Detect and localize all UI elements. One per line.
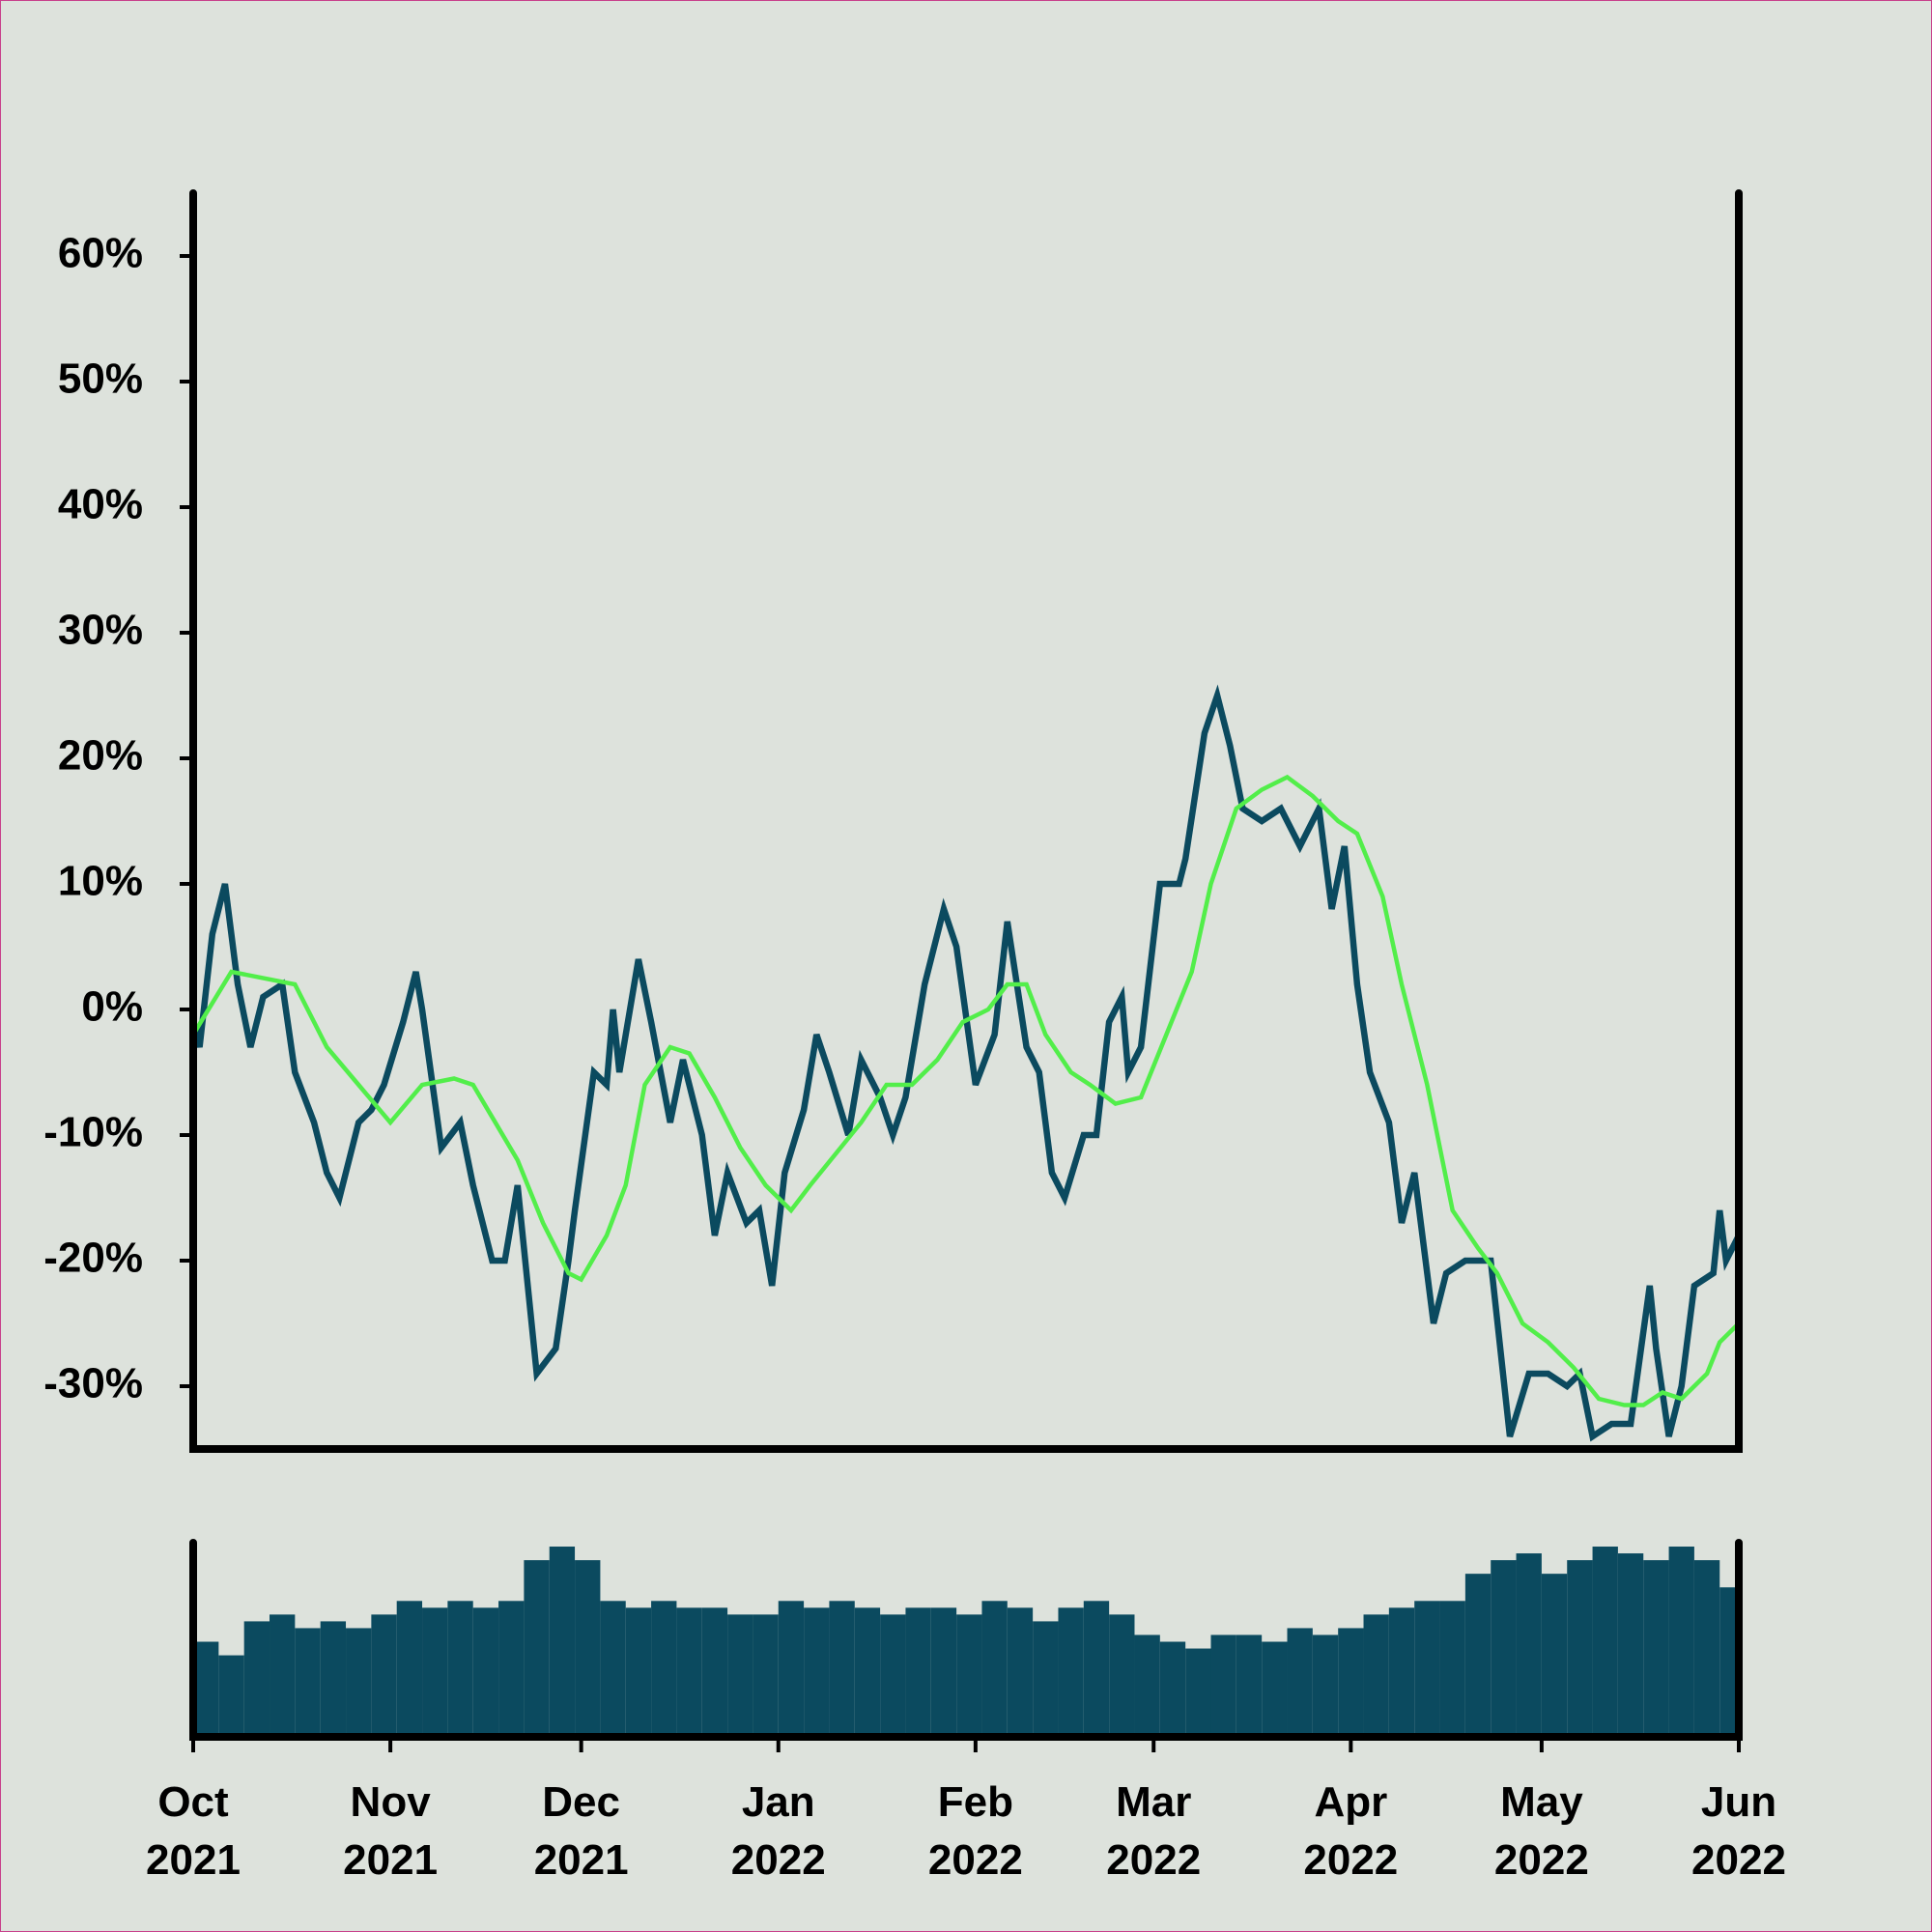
volume-bar	[1541, 1574, 1568, 1737]
volume-bar	[1668, 1547, 1694, 1737]
volume-bar	[981, 1601, 1008, 1737]
y-tick-label: 20%	[58, 732, 143, 780]
volume-bar	[1617, 1553, 1644, 1737]
volume-bar	[320, 1621, 347, 1737]
volume-bar	[371, 1614, 397, 1737]
volume-bar	[1083, 1601, 1110, 1737]
volume-bar	[1210, 1634, 1236, 1737]
x-tick-label: Mar 2022	[1106, 1778, 1202, 1884]
volume-bar	[1134, 1634, 1160, 1737]
volume-bar	[498, 1601, 525, 1737]
volume-bar	[295, 1628, 321, 1737]
volume-bar	[753, 1614, 779, 1737]
volume-bar	[600, 1601, 626, 1737]
x-tick-label: Jun 2022	[1691, 1778, 1786, 1884]
x-tick-label: Dec 2021	[533, 1778, 629, 1884]
volume-bar	[1338, 1628, 1364, 1737]
volume-bar	[1516, 1553, 1542, 1737]
axis-frame	[189, 189, 1743, 1453]
axis-frame	[189, 1539, 1743, 1741]
x-tick-label: Feb 2022	[927, 1778, 1023, 1884]
y-tick-label: -30%	[43, 1360, 143, 1407]
volume-bar	[346, 1628, 372, 1737]
volume-bar	[804, 1607, 830, 1737]
volume-bar	[549, 1547, 576, 1737]
volume-bar	[396, 1601, 423, 1737]
x-tick-label: Oct 2021	[146, 1778, 241, 1884]
volume-bar	[447, 1601, 473, 1737]
volume-bar	[676, 1607, 702, 1737]
volume-bar	[1185, 1648, 1211, 1737]
volume-bar	[1033, 1621, 1059, 1737]
x-tick-label: Apr 2022	[1303, 1778, 1399, 1884]
volume-bar	[1643, 1560, 1669, 1737]
x-tick-label: May 2022	[1493, 1778, 1589, 1884]
volume-bar	[1719, 1587, 1739, 1737]
volume-bar	[778, 1601, 805, 1737]
volume-bar	[1007, 1607, 1034, 1737]
y-tick-label: 50%	[58, 355, 143, 403]
y-tick-label: 0%	[81, 983, 143, 1031]
volume-bar	[1262, 1641, 1288, 1737]
volume-bar	[1491, 1560, 1517, 1737]
volume-bar	[1312, 1634, 1339, 1737]
volume-bar	[1414, 1601, 1440, 1737]
volume-bar	[727, 1614, 753, 1737]
volume-bar	[1439, 1601, 1465, 1737]
y-tick-label: 40%	[58, 481, 143, 528]
y-tick-label: 30%	[58, 607, 143, 654]
volume-bar	[1058, 1607, 1084, 1737]
volume-bar	[930, 1607, 957, 1737]
volume-bar	[880, 1614, 906, 1737]
volume-bar	[1287, 1628, 1313, 1737]
volume-bar	[575, 1560, 601, 1737]
volume-bar	[1363, 1614, 1389, 1737]
volume-bar	[956, 1614, 982, 1737]
volume-bar	[1109, 1614, 1135, 1737]
volume-bar	[243, 1621, 270, 1737]
volume-bar	[701, 1607, 728, 1737]
x-tick-label: Jan 2022	[730, 1778, 826, 1884]
line-series	[193, 684, 1739, 1442]
y-tick-label: -10%	[43, 1109, 143, 1156]
volume-bar	[270, 1614, 296, 1737]
volume-bar	[193, 1641, 219, 1737]
y-tick-label: -20%	[43, 1235, 143, 1282]
volume-bar	[1592, 1547, 1618, 1737]
x-tick-label: Nov 2021	[343, 1778, 439, 1884]
volume-bar	[1236, 1634, 1263, 1737]
volume-bar	[1693, 1560, 1720, 1737]
volume-bar	[422, 1607, 448, 1737]
volume-bar	[625, 1607, 652, 1737]
volume-bar	[1567, 1560, 1593, 1737]
volume-bar	[218, 1655, 244, 1737]
volume-bar	[905, 1607, 931, 1737]
y-tick-label: 60%	[58, 230, 143, 277]
volume-bar	[1159, 1641, 1186, 1737]
y-tick-label: 10%	[58, 858, 143, 905]
line-series	[193, 774, 1739, 1407]
volume-bar	[829, 1601, 855, 1737]
volume-bar	[651, 1601, 677, 1737]
volume-bar	[1388, 1607, 1415, 1737]
volume-bar	[854, 1607, 881, 1737]
volume-bar	[1464, 1574, 1492, 1737]
volume-bar	[524, 1560, 550, 1737]
volume-bar	[472, 1607, 499, 1737]
